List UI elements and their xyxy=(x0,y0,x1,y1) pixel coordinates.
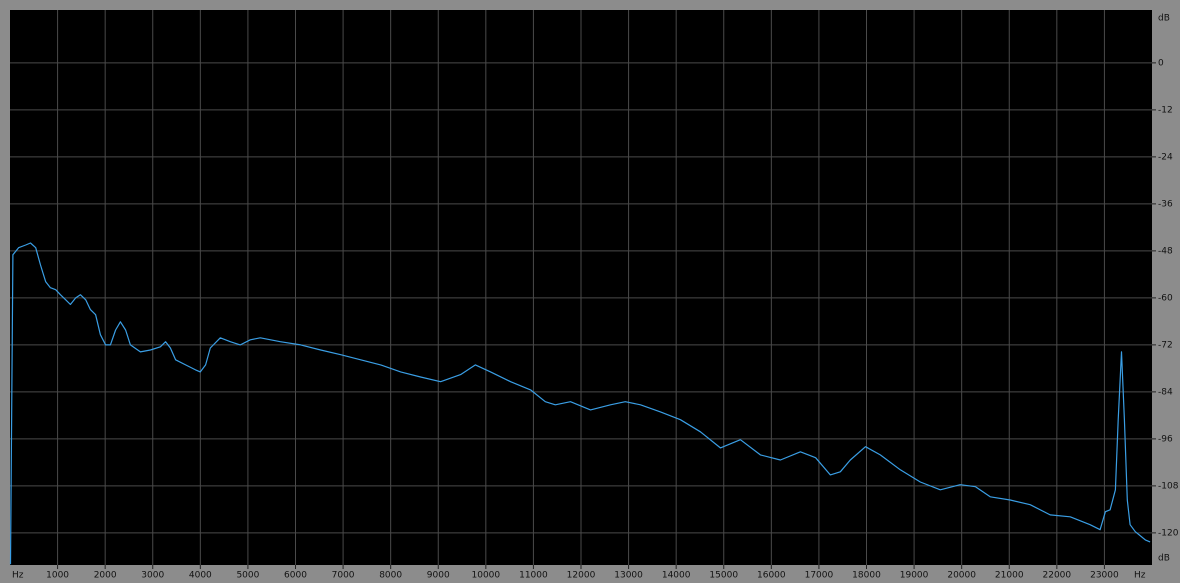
y-tick-label: -72 xyxy=(1158,340,1173,350)
x-tick-label: 17000 xyxy=(805,571,834,581)
x-tick-label: 5000 xyxy=(236,571,259,581)
y-tick-label: -120 xyxy=(1158,528,1179,538)
y-tick-label: -48 xyxy=(1158,246,1173,256)
x-tick-label: 23000 xyxy=(1090,571,1119,581)
y-tick-label: -108 xyxy=(1158,481,1179,491)
x-tick-label: 13000 xyxy=(614,571,643,581)
x-tick-label: 10000 xyxy=(472,571,501,581)
x-tick-label: 20000 xyxy=(947,571,976,581)
y-tick-label: -24 xyxy=(1158,152,1173,162)
y-axis-label-top: dB xyxy=(1158,14,1170,24)
y-tick-label: -60 xyxy=(1158,293,1173,303)
x-tick-label: 19000 xyxy=(900,571,929,581)
x-axis-label-right: Hz xyxy=(1134,571,1146,581)
x-tick-label: 15000 xyxy=(709,571,738,581)
x-tick-label: 22000 xyxy=(1043,571,1072,581)
x-tick-label: 8000 xyxy=(379,571,402,581)
x-tick-label: 18000 xyxy=(852,571,881,581)
x-tick-label: 7000 xyxy=(332,571,355,581)
x-tick-label: 12000 xyxy=(567,571,596,581)
y-tick-label: -96 xyxy=(1158,434,1173,444)
x-tick-label: 11000 xyxy=(519,571,548,581)
y-tick-label: -36 xyxy=(1158,199,1173,209)
x-tick-label: 4000 xyxy=(189,571,212,581)
x-tick-label: 9000 xyxy=(427,571,450,581)
x-tick-label: 1000 xyxy=(46,571,69,581)
x-tick-label: 2000 xyxy=(94,571,117,581)
y-tick-label: -84 xyxy=(1158,387,1173,397)
x-tick-label: 3000 xyxy=(141,571,164,581)
x-axis-label-left: Hz xyxy=(12,571,24,581)
x-tick-label: 16000 xyxy=(757,571,786,581)
y-tick-label: 0 xyxy=(1158,58,1164,68)
x-tick-label: 6000 xyxy=(284,571,307,581)
y-axis-label-bottom: dB xyxy=(1158,554,1170,564)
x-tick-label: 21000 xyxy=(995,571,1024,581)
x-tick-label: 14000 xyxy=(662,571,691,581)
y-tick-label: -12 xyxy=(1158,105,1173,115)
spectrum-line xyxy=(9,242,1151,565)
